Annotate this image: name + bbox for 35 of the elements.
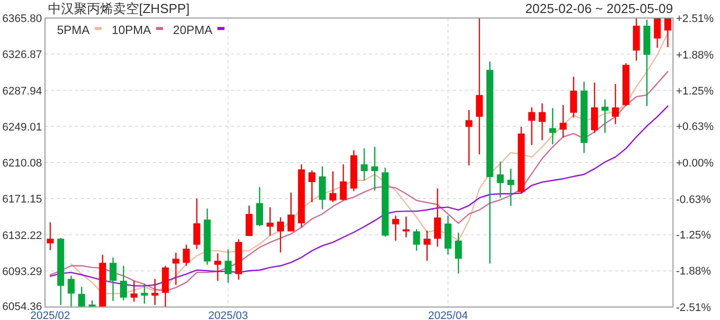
y-tick-label: 6326.87 — [2, 49, 42, 62]
y2-tick-label: +0.00% — [676, 158, 714, 170]
y-tick-label: 6249.01 — [2, 121, 42, 134]
candlestick — [371, 146, 378, 190]
candlestick — [172, 252, 180, 285]
y2-tick-label: -1.88% — [676, 266, 712, 278]
y-tick-label: 6132.22 — [2, 230, 42, 242]
x-tick-label: 2025/04 — [428, 310, 468, 320]
candlestick — [329, 171, 336, 202]
chart-subtitle: 2025-02-06 ~ 2025-05-09 — [525, 1, 673, 16]
legend-label: 10PMA — [112, 23, 152, 37]
y2-tick-label: -2.51% — [676, 302, 712, 314]
y-tick-label: 6093.29 — [2, 266, 42, 278]
y2-tick-label: +1.25% — [676, 86, 714, 98]
y2-tick-label: +0.63% — [676, 121, 714, 134]
legend-label: 20PMA — [173, 23, 212, 37]
y-tick-label: 6287.94 — [2, 85, 42, 98]
chart-title: 中汉聚丙烯卖空[ZHSPP] — [48, 1, 190, 16]
y-tick-label: 6365.80 — [2, 13, 42, 25]
candlestick — [360, 148, 368, 180]
x-tick-label: 2025/02 — [30, 310, 70, 320]
y2-tick-label: +2.51% — [676, 13, 714, 25]
candlestick — [507, 168, 514, 206]
candlestick — [496, 162, 504, 198]
y2-tick-label: -0.63% — [676, 194, 712, 206]
y-tick-label: 6054.36 — [2, 301, 42, 313]
candlestick — [46, 222, 54, 250]
x-tick-label: 2025/03 — [208, 310, 248, 320]
candlestick — [528, 107, 536, 145]
y-tick-label: 6210.08 — [2, 158, 42, 170]
y-tick-label: 6171.15 — [2, 194, 42, 206]
legend-label: 5PMA — [57, 23, 90, 37]
y2-tick-label: -1.25% — [676, 229, 712, 242]
candlestick — [538, 103, 546, 140]
y2-tick-label: +1.88% — [676, 49, 714, 62]
